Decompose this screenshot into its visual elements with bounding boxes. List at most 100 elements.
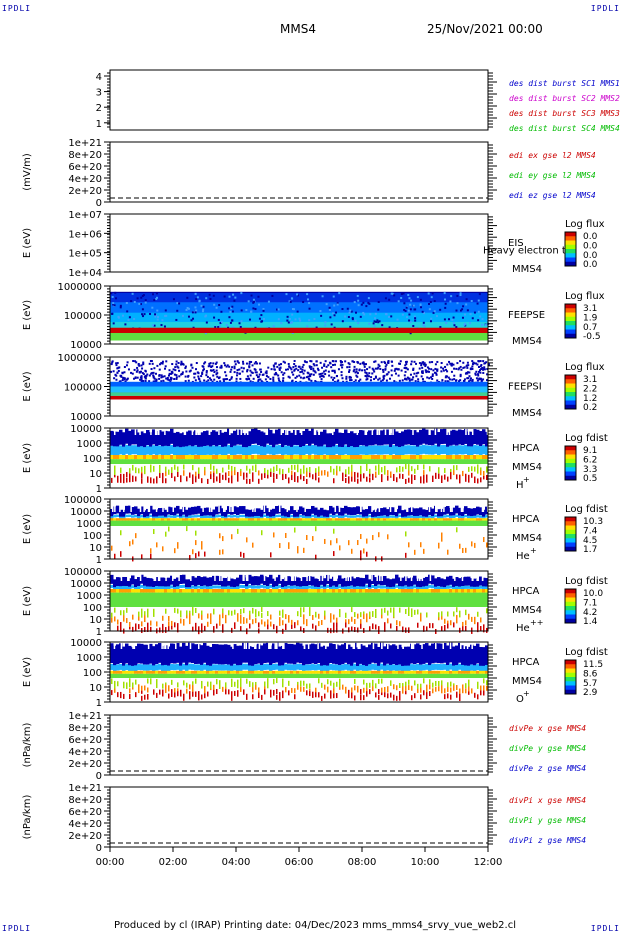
heatmap-cell bbox=[347, 673, 351, 678]
heatmap-streak bbox=[183, 470, 185, 476]
heatmap-cell bbox=[245, 509, 249, 518]
heatmap-cell bbox=[407, 507, 411, 516]
heatmap-cell bbox=[146, 589, 150, 593]
heatmap-cell bbox=[194, 445, 198, 455]
heatmap-cell bbox=[221, 432, 225, 448]
heatmap-cell bbox=[368, 455, 372, 460]
heatmap-cell bbox=[317, 673, 321, 678]
heatmap-cell bbox=[125, 673, 129, 678]
heatmap-cell bbox=[281, 455, 285, 460]
heatmap-cell bbox=[419, 520, 423, 526]
heatmap-streak bbox=[264, 473, 266, 479]
heatmap-cell bbox=[191, 520, 195, 526]
heatmap-streak bbox=[243, 689, 245, 695]
heatmap-cell bbox=[350, 673, 354, 678]
heatmap-cell bbox=[482, 577, 486, 587]
heatmap-cell bbox=[476, 518, 480, 521]
heatmap-cell bbox=[335, 673, 339, 678]
heatmap-streak bbox=[438, 615, 440, 621]
heatmap-speckle bbox=[482, 378, 485, 381]
heatmap-cell bbox=[308, 518, 312, 521]
heatmap-cell bbox=[290, 585, 294, 589]
heatmap-cell bbox=[185, 592, 189, 607]
heatmap-streak bbox=[387, 686, 389, 692]
heatmap-cell bbox=[272, 518, 276, 521]
heatmap-cell bbox=[341, 432, 345, 448]
heatmap-gap bbox=[294, 428, 297, 435]
heatmap-cell bbox=[299, 459, 303, 464]
heatmap-cell bbox=[416, 643, 420, 664]
heatmap-speckle bbox=[471, 379, 474, 382]
heatmap-cell bbox=[245, 586, 249, 590]
heatmap-cell bbox=[380, 673, 384, 678]
heatmap-speckle bbox=[368, 366, 371, 369]
heatmap-cell bbox=[143, 589, 147, 593]
heatmap-gap bbox=[211, 499, 213, 512]
heatmap-cell bbox=[365, 589, 369, 593]
heatmap-cell bbox=[425, 585, 429, 589]
heatmap-cell bbox=[173, 518, 177, 521]
heatmap-cell bbox=[404, 509, 408, 518]
heatmap-cell bbox=[281, 645, 285, 666]
heatmap-speckle bbox=[373, 370, 376, 373]
y-tick-label: 4 bbox=[96, 72, 102, 83]
colorbar-segment bbox=[565, 240, 576, 246]
heatmap-speckle bbox=[471, 317, 474, 320]
heatmap-streak bbox=[330, 467, 332, 473]
heatmap-speckle bbox=[307, 377, 310, 380]
heatmap-speckle bbox=[237, 361, 240, 364]
heatmap-streak bbox=[216, 476, 218, 482]
heatmap-cell bbox=[110, 430, 114, 446]
heatmap-cell bbox=[155, 589, 159, 593]
heatmap-speckle bbox=[421, 378, 424, 381]
heatmap-cell bbox=[428, 455, 432, 460]
heatmap-speckle bbox=[112, 322, 115, 325]
heatmap-streak bbox=[345, 622, 347, 628]
heatmap-cell bbox=[311, 428, 315, 444]
heatmap-cell bbox=[236, 429, 240, 445]
heatmap-speckle bbox=[234, 296, 237, 299]
heatmap-speckle bbox=[365, 375, 368, 378]
heatmap-cell bbox=[266, 663, 270, 670]
y-axis-label: E (eV) bbox=[22, 514, 33, 544]
heatmap-streak bbox=[423, 474, 425, 480]
heatmap-speckle bbox=[413, 308, 416, 311]
heatmap-cell bbox=[173, 520, 177, 526]
heatmap-streak bbox=[111, 678, 113, 684]
heatmap-cell bbox=[359, 670, 363, 674]
heatmap-cell bbox=[200, 520, 204, 526]
heatmap-cell bbox=[293, 670, 297, 674]
heatmap-cell bbox=[383, 589, 387, 593]
heatmap-cell bbox=[167, 431, 171, 447]
heatmap-streak bbox=[303, 619, 305, 625]
heatmap-speckle bbox=[136, 369, 139, 372]
heatmap-cell bbox=[185, 673, 189, 678]
heatmap-cell bbox=[374, 520, 378, 526]
heatmap-cell bbox=[167, 592, 171, 607]
heatmap-streak bbox=[462, 471, 464, 477]
heatmap-streak bbox=[339, 609, 341, 615]
heatmap-cell bbox=[176, 518, 180, 521]
heatmap-cell bbox=[119, 509, 123, 518]
heatmap-cell bbox=[242, 673, 246, 678]
y-axis-label: (mV/m) bbox=[22, 153, 33, 191]
heatmap-speckle bbox=[341, 363, 344, 366]
heatmap-speckle bbox=[339, 360, 342, 363]
heatmap-streak bbox=[336, 681, 338, 687]
heatmap-cell bbox=[431, 508, 435, 517]
heatmap-speckle bbox=[194, 372, 197, 375]
heatmap-streak bbox=[297, 681, 299, 687]
heatmap-speckle bbox=[133, 300, 136, 303]
heatmap-gap bbox=[410, 571, 413, 581]
heatmap-cell bbox=[335, 444, 339, 454]
heatmap-cell bbox=[236, 665, 240, 672]
heatmap-speckle bbox=[116, 367, 119, 370]
heatmap-cell bbox=[407, 515, 411, 519]
heatmap-cell bbox=[401, 586, 405, 590]
heatmap-streak bbox=[114, 469, 116, 475]
heatmap-gap bbox=[183, 428, 186, 435]
heatmap-streak bbox=[189, 613, 191, 619]
heatmap-gap bbox=[209, 499, 211, 512]
heatmap-speckle bbox=[314, 380, 317, 383]
heatmap-cell bbox=[197, 575, 201, 585]
